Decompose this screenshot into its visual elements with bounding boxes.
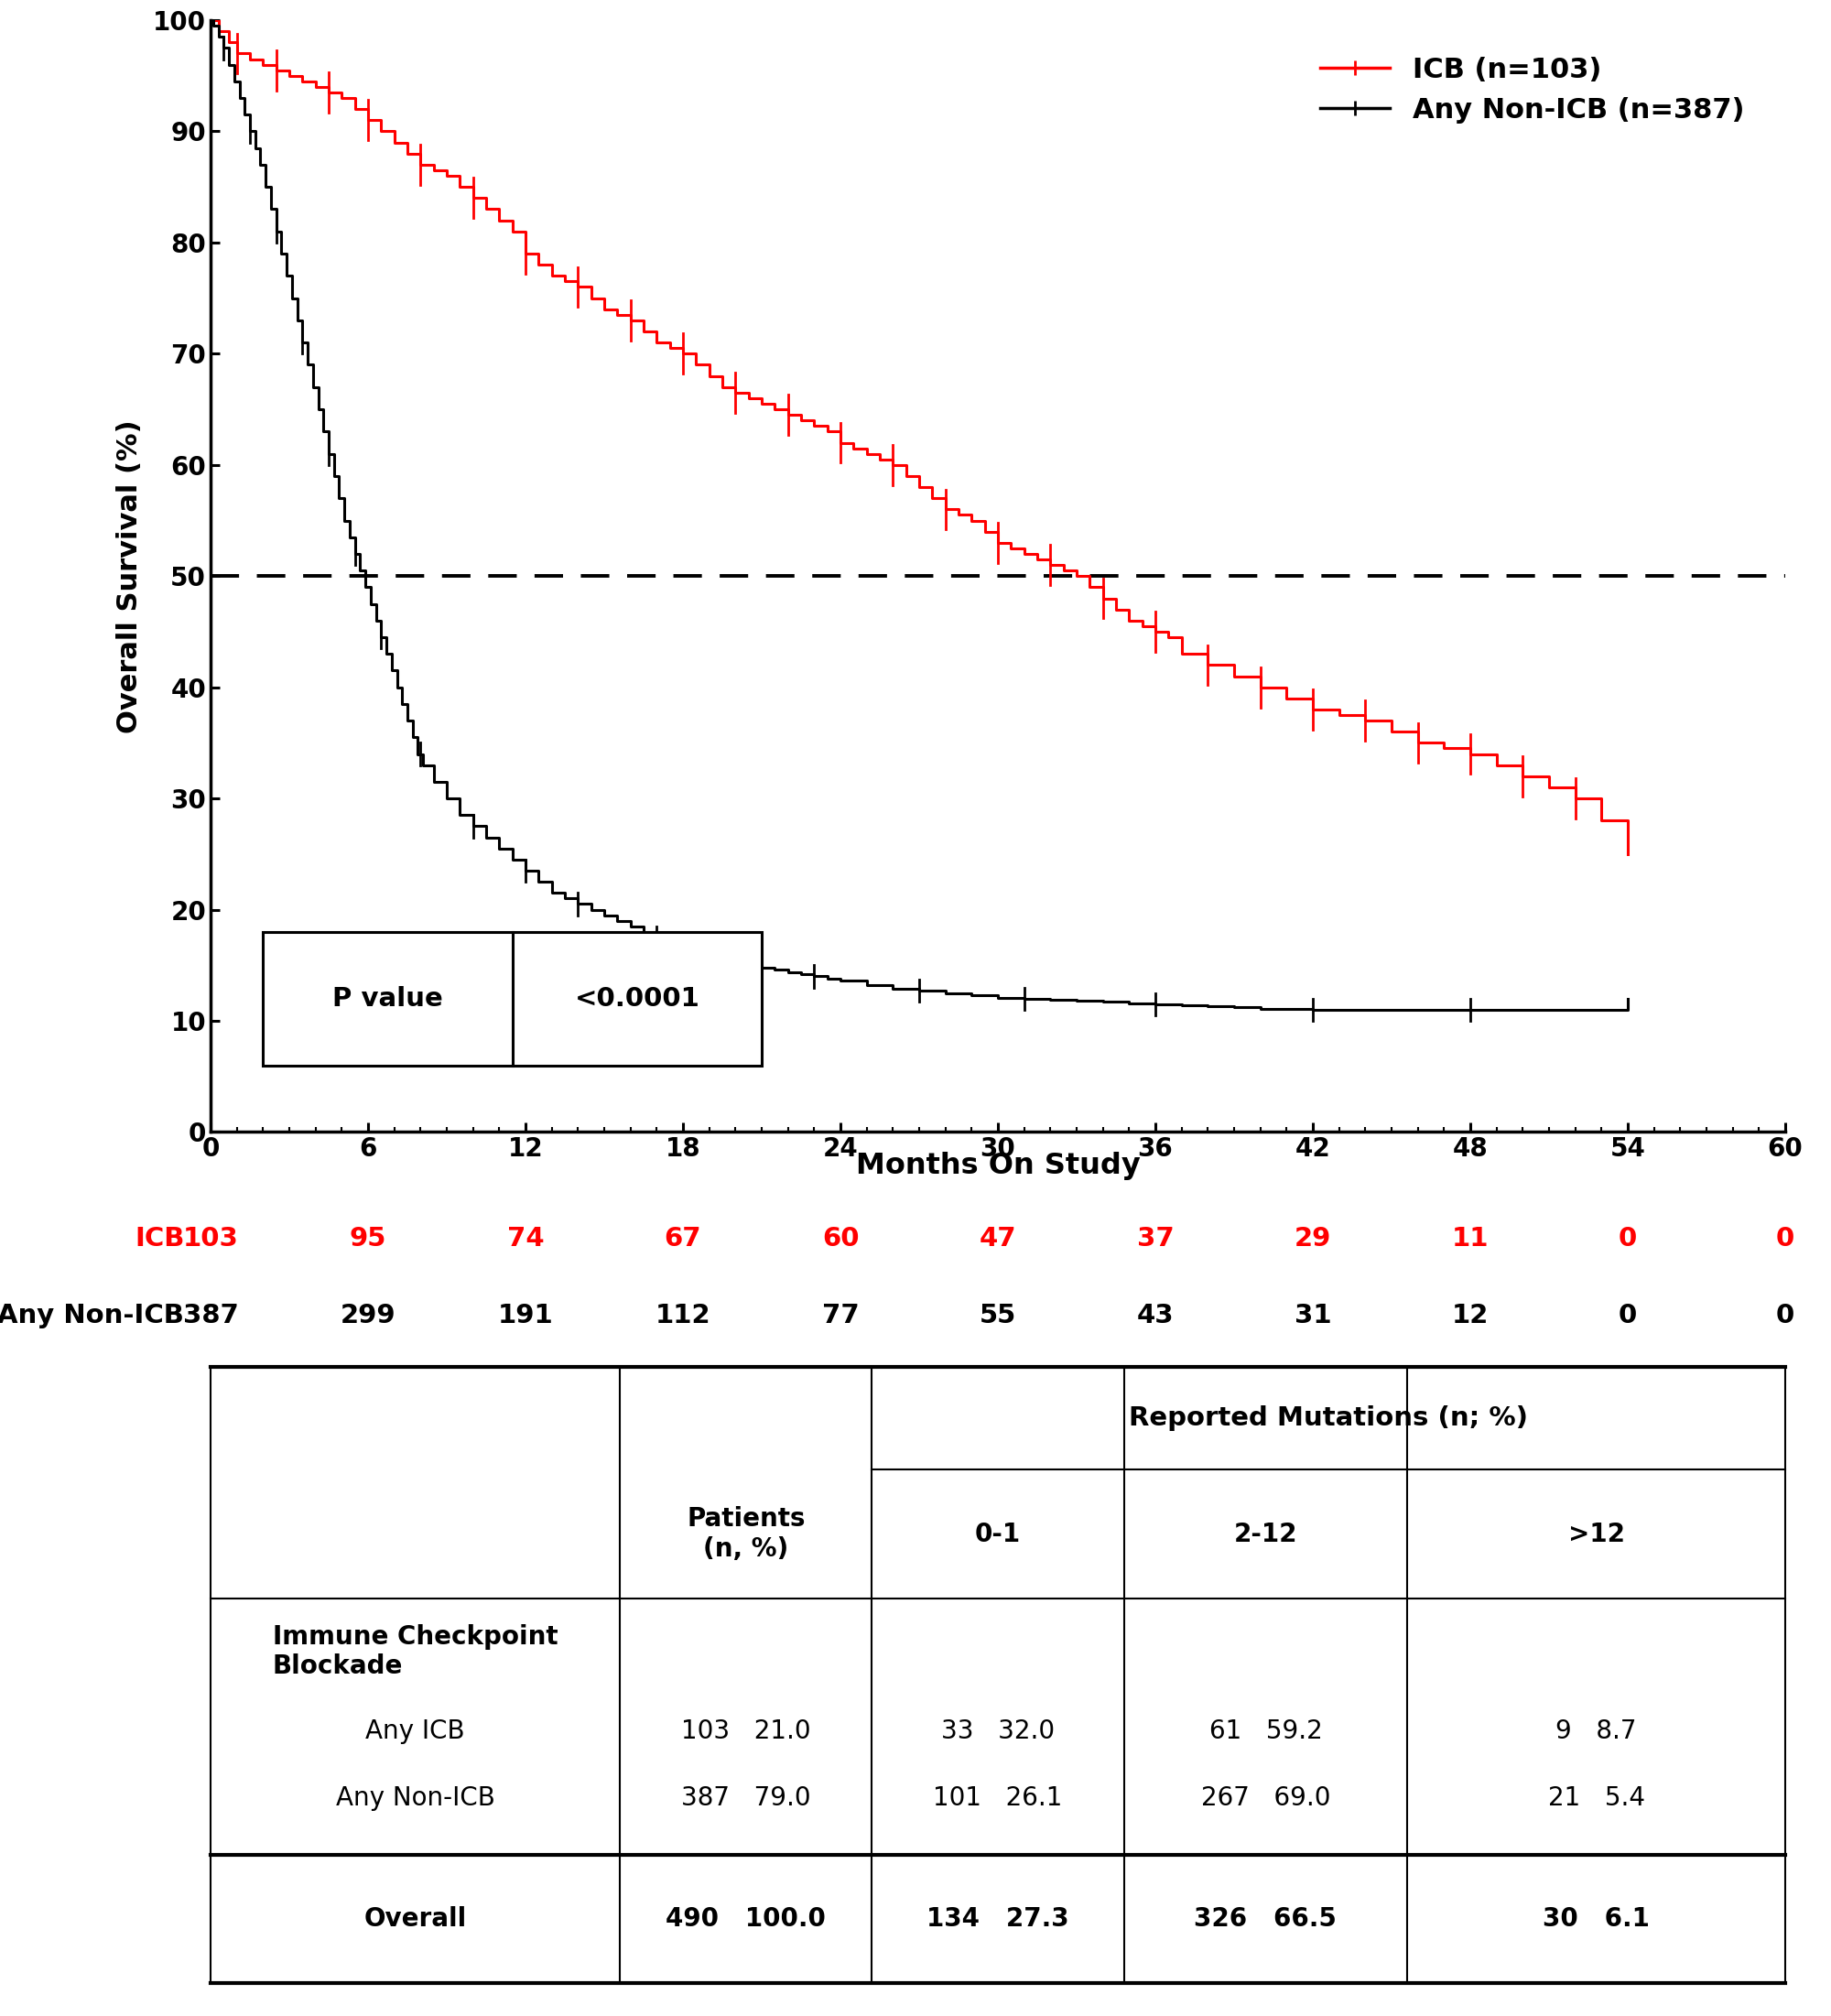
Text: 11: 11 (1452, 1226, 1489, 1252)
Text: 103   21.0: 103 21.0 (681, 1720, 811, 1744)
Text: 0: 0 (1776, 1226, 1794, 1252)
Text: Any Non-ICB: Any Non-ICB (0, 1302, 185, 1329)
Text: Immune Checkpoint
Blockade: Immune Checkpoint Blockade (273, 1623, 558, 1679)
Y-axis label: Overall Survival (%): Overall Survival (%) (117, 419, 143, 734)
Text: 387   79.0: 387 79.0 (681, 1786, 811, 1810)
Text: ICB: ICB (134, 1226, 185, 1252)
Text: 77: 77 (822, 1302, 859, 1329)
Text: 61   59.2: 61 59.2 (1208, 1720, 1322, 1744)
Text: 191: 191 (498, 1302, 553, 1329)
Text: 326   66.5: 326 66.5 (1194, 1905, 1337, 1931)
Text: Months On Study: Months On Study (855, 1151, 1141, 1181)
Legend: ICB (n=103), Any Non-ICB (n=387): ICB (n=103), Any Non-ICB (n=387) (1309, 44, 1756, 135)
Text: 387: 387 (183, 1302, 238, 1329)
Text: 267   69.0: 267 69.0 (1201, 1786, 1331, 1810)
Text: 12: 12 (1452, 1302, 1489, 1329)
Text: 134   27.3: 134 27.3 (926, 1905, 1069, 1931)
Text: 67: 67 (665, 1226, 701, 1252)
Text: Patients
(n, %): Patients (n, %) (687, 1506, 806, 1562)
Text: 299: 299 (341, 1302, 395, 1329)
Text: >12: >12 (1567, 1522, 1624, 1546)
Text: 0: 0 (1619, 1302, 1637, 1329)
Text: 60: 60 (822, 1226, 859, 1252)
Text: P value: P value (333, 986, 443, 1012)
Text: 0-1: 0-1 (974, 1522, 1022, 1546)
Text: 103: 103 (183, 1226, 238, 1252)
Text: 30   6.1: 30 6.1 (1544, 1905, 1650, 1931)
Text: 0: 0 (1619, 1226, 1637, 1252)
Text: 101   26.1: 101 26.1 (934, 1786, 1062, 1810)
Text: 2-12: 2-12 (1234, 1522, 1298, 1546)
Text: <0.0001: <0.0001 (575, 986, 699, 1012)
Text: 95: 95 (350, 1226, 386, 1252)
Text: 33   32.0: 33 32.0 (941, 1720, 1055, 1744)
Text: 0: 0 (1776, 1302, 1794, 1329)
Text: Any ICB: Any ICB (366, 1720, 465, 1744)
Text: Any Non-ICB: Any Non-ICB (335, 1786, 494, 1810)
Text: 29: 29 (1295, 1226, 1331, 1252)
Text: 9   8.7: 9 8.7 (1556, 1720, 1637, 1744)
Text: 55: 55 (980, 1302, 1016, 1329)
Text: Overall: Overall (364, 1905, 467, 1931)
Text: 21   5.4: 21 5.4 (1547, 1786, 1644, 1810)
Text: 74: 74 (507, 1226, 544, 1252)
Text: Reported Mutations (n; %): Reported Mutations (n; %) (1130, 1405, 1529, 1431)
Text: 47: 47 (980, 1226, 1016, 1252)
Text: 37: 37 (1137, 1226, 1174, 1252)
Text: 490   100.0: 490 100.0 (666, 1905, 826, 1931)
Text: 43: 43 (1137, 1302, 1174, 1329)
Text: 112: 112 (655, 1302, 710, 1329)
Text: 31: 31 (1295, 1302, 1331, 1329)
Bar (264, 931, 762, 1064)
